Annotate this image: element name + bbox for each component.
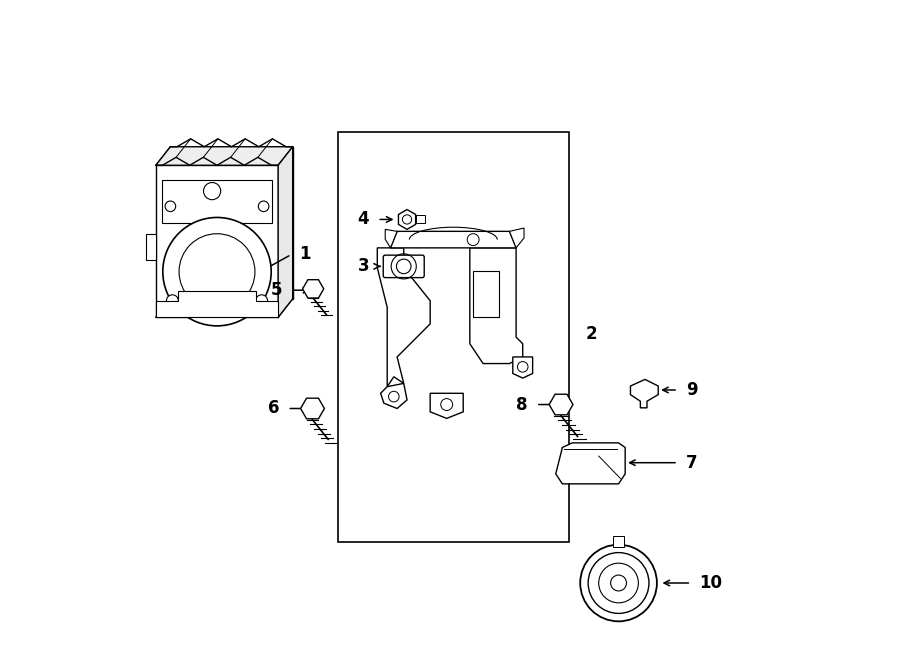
- Text: 8: 8: [517, 395, 528, 414]
- Polygon shape: [385, 229, 397, 248]
- Polygon shape: [381, 383, 407, 408]
- Polygon shape: [156, 165, 278, 317]
- Bar: [416, 215, 425, 223]
- Circle shape: [441, 399, 453, 410]
- Circle shape: [610, 575, 626, 591]
- Bar: [473, 271, 499, 317]
- Text: 9: 9: [686, 381, 698, 399]
- Circle shape: [258, 201, 269, 212]
- Circle shape: [580, 545, 657, 621]
- Text: 4: 4: [357, 210, 369, 229]
- Polygon shape: [278, 147, 293, 317]
- Polygon shape: [156, 291, 278, 317]
- Text: 6: 6: [268, 399, 280, 418]
- Circle shape: [256, 295, 267, 307]
- Polygon shape: [156, 147, 292, 165]
- Circle shape: [588, 553, 649, 613]
- Text: 7: 7: [686, 453, 698, 472]
- Circle shape: [163, 217, 271, 326]
- Polygon shape: [556, 443, 626, 484]
- Circle shape: [203, 182, 220, 200]
- Bar: [163, 180, 272, 223]
- Text: 2: 2: [586, 325, 597, 343]
- Circle shape: [467, 234, 479, 246]
- Polygon shape: [170, 147, 292, 299]
- Polygon shape: [470, 248, 523, 364]
- Circle shape: [179, 234, 255, 309]
- Circle shape: [598, 563, 638, 603]
- Polygon shape: [509, 228, 524, 248]
- Bar: [338, 132, 569, 542]
- Polygon shape: [513, 357, 533, 378]
- Circle shape: [165, 201, 176, 212]
- Polygon shape: [631, 379, 658, 408]
- Polygon shape: [146, 233, 156, 260]
- Polygon shape: [430, 393, 464, 418]
- Polygon shape: [391, 231, 516, 248]
- FancyBboxPatch shape: [383, 255, 424, 278]
- Text: 5: 5: [271, 281, 282, 299]
- Circle shape: [166, 295, 178, 307]
- Circle shape: [518, 362, 528, 372]
- Bar: [613, 536, 624, 547]
- Text: 3: 3: [357, 257, 369, 276]
- Circle shape: [397, 259, 411, 274]
- Polygon shape: [377, 248, 430, 387]
- Text: 1: 1: [300, 245, 310, 264]
- Circle shape: [389, 391, 399, 402]
- Text: 10: 10: [699, 574, 722, 592]
- Circle shape: [402, 215, 411, 224]
